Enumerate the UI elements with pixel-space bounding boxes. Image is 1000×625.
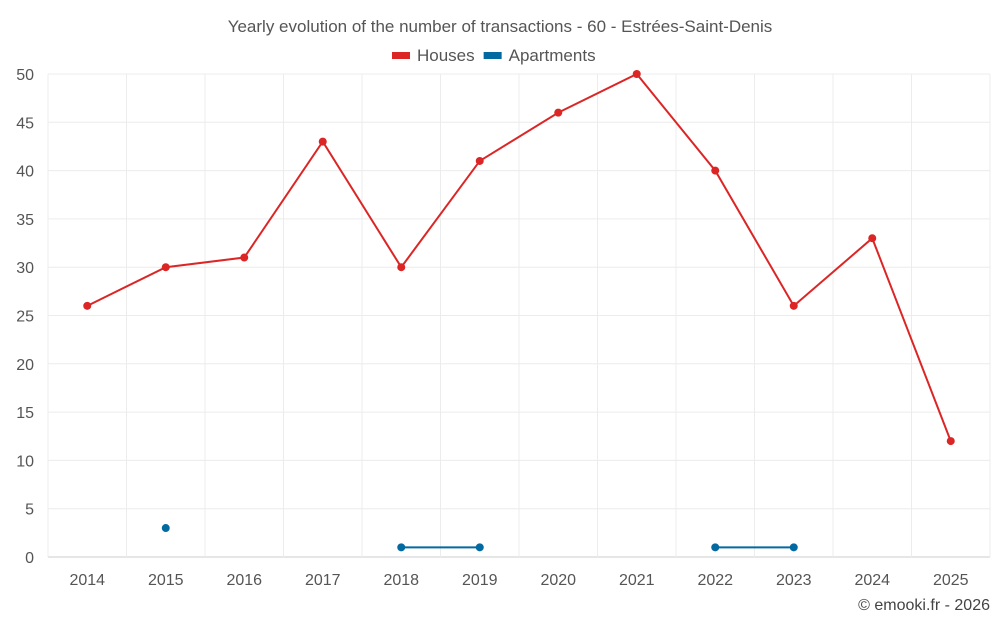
y-tick-label: 35 — [16, 212, 34, 229]
data-point — [554, 108, 563, 117]
y-tick-label: 15 — [16, 405, 34, 422]
data-point — [789, 301, 798, 310]
x-tick-label: 2025 — [933, 572, 969, 589]
data-point — [711, 166, 720, 175]
data-point — [161, 263, 170, 272]
legend-item-houses: Houses — [392, 46, 475, 65]
x-tick-label: 2021 — [619, 572, 655, 589]
y-tick-label: 45 — [16, 115, 34, 132]
data-point — [83, 301, 92, 310]
grid — [47, 73, 991, 558]
data-point — [632, 70, 641, 78]
y-tick-label: 40 — [16, 164, 34, 181]
series — [83, 70, 955, 552]
legend-label: Houses — [417, 46, 475, 65]
data-point — [868, 234, 877, 243]
series-apartments — [161, 524, 798, 552]
data-point — [318, 137, 327, 146]
data-point — [475, 156, 484, 165]
series-houses — [83, 70, 955, 446]
y-tick-label: 20 — [16, 357, 34, 374]
x-tick-label: 2015 — [148, 572, 184, 589]
data-point — [711, 543, 720, 552]
legend-label: Apartments — [509, 46, 596, 65]
series-line — [86, 72, 952, 442]
x-tick-label: 2020 — [540, 572, 576, 589]
data-point — [946, 437, 955, 446]
x-tick-label: 2017 — [305, 572, 341, 589]
y-tick-label: 0 — [25, 550, 34, 567]
legend: Houses Apartments — [392, 46, 596, 65]
y-tick-label: 10 — [16, 453, 34, 470]
legend-swatch — [392, 52, 410, 59]
chart-title: Yearly evolution of the number of transa… — [228, 17, 773, 36]
legend-item-apartments: Apartments — [483, 46, 596, 65]
data-point — [240, 253, 249, 262]
data-point — [161, 524, 170, 533]
credit-text: © emooki.fr - 2026 — [858, 597, 990, 614]
data-point — [475, 543, 484, 552]
x-tick-label: 2018 — [383, 572, 419, 589]
x-tick-label: 2016 — [226, 572, 262, 589]
x-tick-label: 2022 — [697, 572, 733, 589]
data-point — [397, 543, 406, 552]
data-point — [789, 543, 798, 552]
x-tick-label: 2014 — [69, 572, 105, 589]
data-point — [397, 263, 406, 272]
x-tick-label: 2019 — [462, 572, 498, 589]
x-tick-label: 2023 — [776, 572, 812, 589]
legend-swatch — [483, 52, 502, 59]
x-axis: 2014 2015 2016 2017 2018 2019 2020 2021 2022 2023… — [69, 572, 968, 589]
y-tick-label: 30 — [16, 260, 34, 277]
y-tick-label: 50 — [16, 67, 34, 84]
x-tick-label: 2024 — [854, 572, 890, 589]
y-tick-label: 25 — [16, 309, 34, 326]
y-tick-label: 5 — [25, 502, 34, 519]
y-axis: 0 5 10 15 20 25 30 35 40 45 50 — [16, 67, 34, 567]
